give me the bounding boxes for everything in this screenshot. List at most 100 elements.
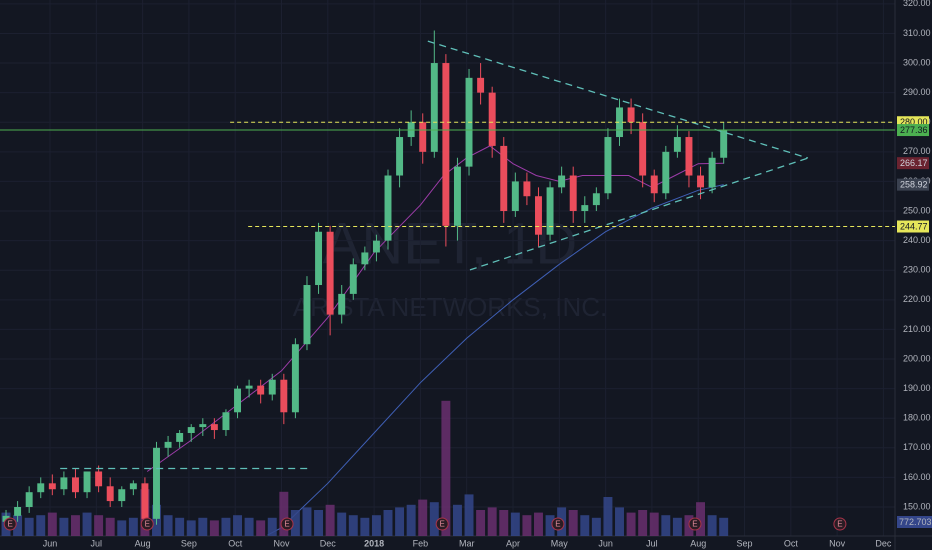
y-tick-label: 240.00 (903, 235, 931, 245)
candle-body (338, 293, 346, 315)
x-tick-label: Sep (181, 538, 197, 548)
volume-bar (626, 512, 636, 536)
candle-body (384, 175, 392, 241)
candle-body (396, 137, 404, 176)
volume-bar (534, 512, 543, 536)
volume-bar (163, 515, 173, 536)
candle-body (708, 157, 716, 188)
candle-body (639, 122, 647, 176)
x-tick-label: Nov (274, 538, 291, 548)
candle-body (187, 427, 195, 434)
volume-bar (302, 507, 312, 536)
volume-bar (337, 512, 347, 536)
earnings-label: E (284, 520, 289, 529)
candle-body (291, 344, 299, 413)
volume-bar (476, 510, 486, 536)
candle-body (650, 175, 658, 194)
volume-bar (510, 512, 520, 536)
volume-bar (47, 512, 57, 536)
y-tick-label: 150.00 (903, 501, 931, 511)
volume-bar (418, 499, 428, 536)
earnings-marker (140, 517, 154, 531)
x-tick-label: Dec (320, 538, 337, 548)
price-label-bg (897, 220, 929, 233)
price-label: 277.36 (900, 125, 928, 135)
candle-body (511, 181, 519, 212)
volume-bar (707, 515, 717, 536)
y-tick-label: 190.00 (903, 383, 931, 393)
earnings-label: E (692, 520, 697, 529)
candle-body (419, 122, 427, 152)
volume-bar (719, 517, 729, 536)
x-tick-label: Feb (413, 538, 429, 548)
volume-bar (325, 504, 335, 536)
volume-bar (499, 510, 509, 536)
candle-body (546, 187, 554, 235)
candle-body (176, 433, 184, 442)
y-tick-label: 290.00 (903, 87, 931, 97)
earnings-marker (280, 517, 294, 531)
candle-body (315, 231, 323, 286)
volume-bar (279, 491, 289, 536)
earnings-label: E (555, 520, 560, 529)
volume-label-bg (897, 516, 932, 528)
volume-bar (105, 517, 115, 536)
volume-bar (82, 512, 92, 536)
price-label-bg (897, 178, 929, 191)
candle-body (372, 240, 380, 253)
y-tick-label: 250.00 (903, 205, 931, 215)
candle-body (48, 483, 56, 490)
x-tick-label: Mar (459, 538, 475, 548)
earnings-label: E (837, 520, 842, 529)
volume-bar (36, 515, 46, 536)
volume-bar (452, 504, 462, 536)
candle-body (280, 379, 288, 413)
volume-bar (464, 494, 474, 536)
candle-body (685, 137, 693, 176)
candle-body (488, 92, 496, 146)
price-label-bg (897, 157, 929, 170)
price-label-bg (897, 124, 929, 137)
candle-body (106, 486, 114, 502)
earnings-marker (688, 517, 702, 531)
volume-bar (94, 515, 104, 536)
volume-bar (568, 510, 578, 536)
y-tick-label: 180.00 (903, 413, 931, 423)
y-tick-label: 300.00 (903, 57, 931, 67)
volume-bar (603, 497, 613, 536)
x-tick-label: Sep (737, 538, 753, 548)
earnings-label: E (145, 520, 150, 529)
volume-bar (290, 510, 300, 536)
y-tick-label: 230.00 (903, 265, 931, 275)
volume-bar (244, 517, 254, 536)
y-tick-label: 220.00 (903, 294, 931, 304)
candle-body (477, 77, 485, 93)
y-tick-label: 160.00 (903, 472, 931, 482)
volume-bar (314, 510, 324, 536)
volume-bar (360, 517, 370, 536)
y-tick-label: 310.00 (903, 28, 931, 38)
candle-body (25, 492, 33, 507)
volume-bar (267, 517, 277, 536)
candle-body (569, 175, 577, 212)
candle-body (535, 196, 542, 235)
volume-bar (591, 517, 601, 536)
x-tick-label: Oct (228, 538, 243, 548)
volume-bar (580, 515, 590, 536)
volume-label: 772.703K (899, 517, 932, 527)
volume-bar (429, 502, 439, 536)
volume-bar (649, 512, 659, 536)
volume-bar (221, 517, 231, 536)
x-tick-label: Oct (784, 538, 799, 548)
watermark-subtitle: ARISTA NETWORKS, INC. (293, 292, 607, 322)
candle-body (500, 145, 508, 212)
candle-body (673, 137, 681, 152)
earnings-label: E (440, 520, 445, 529)
candle-body (164, 441, 172, 448)
candle-body (37, 483, 45, 493)
moving-average (267, 184, 724, 536)
candle-body (326, 231, 334, 315)
volume-bar (70, 515, 80, 536)
volume-bar (661, 515, 671, 536)
